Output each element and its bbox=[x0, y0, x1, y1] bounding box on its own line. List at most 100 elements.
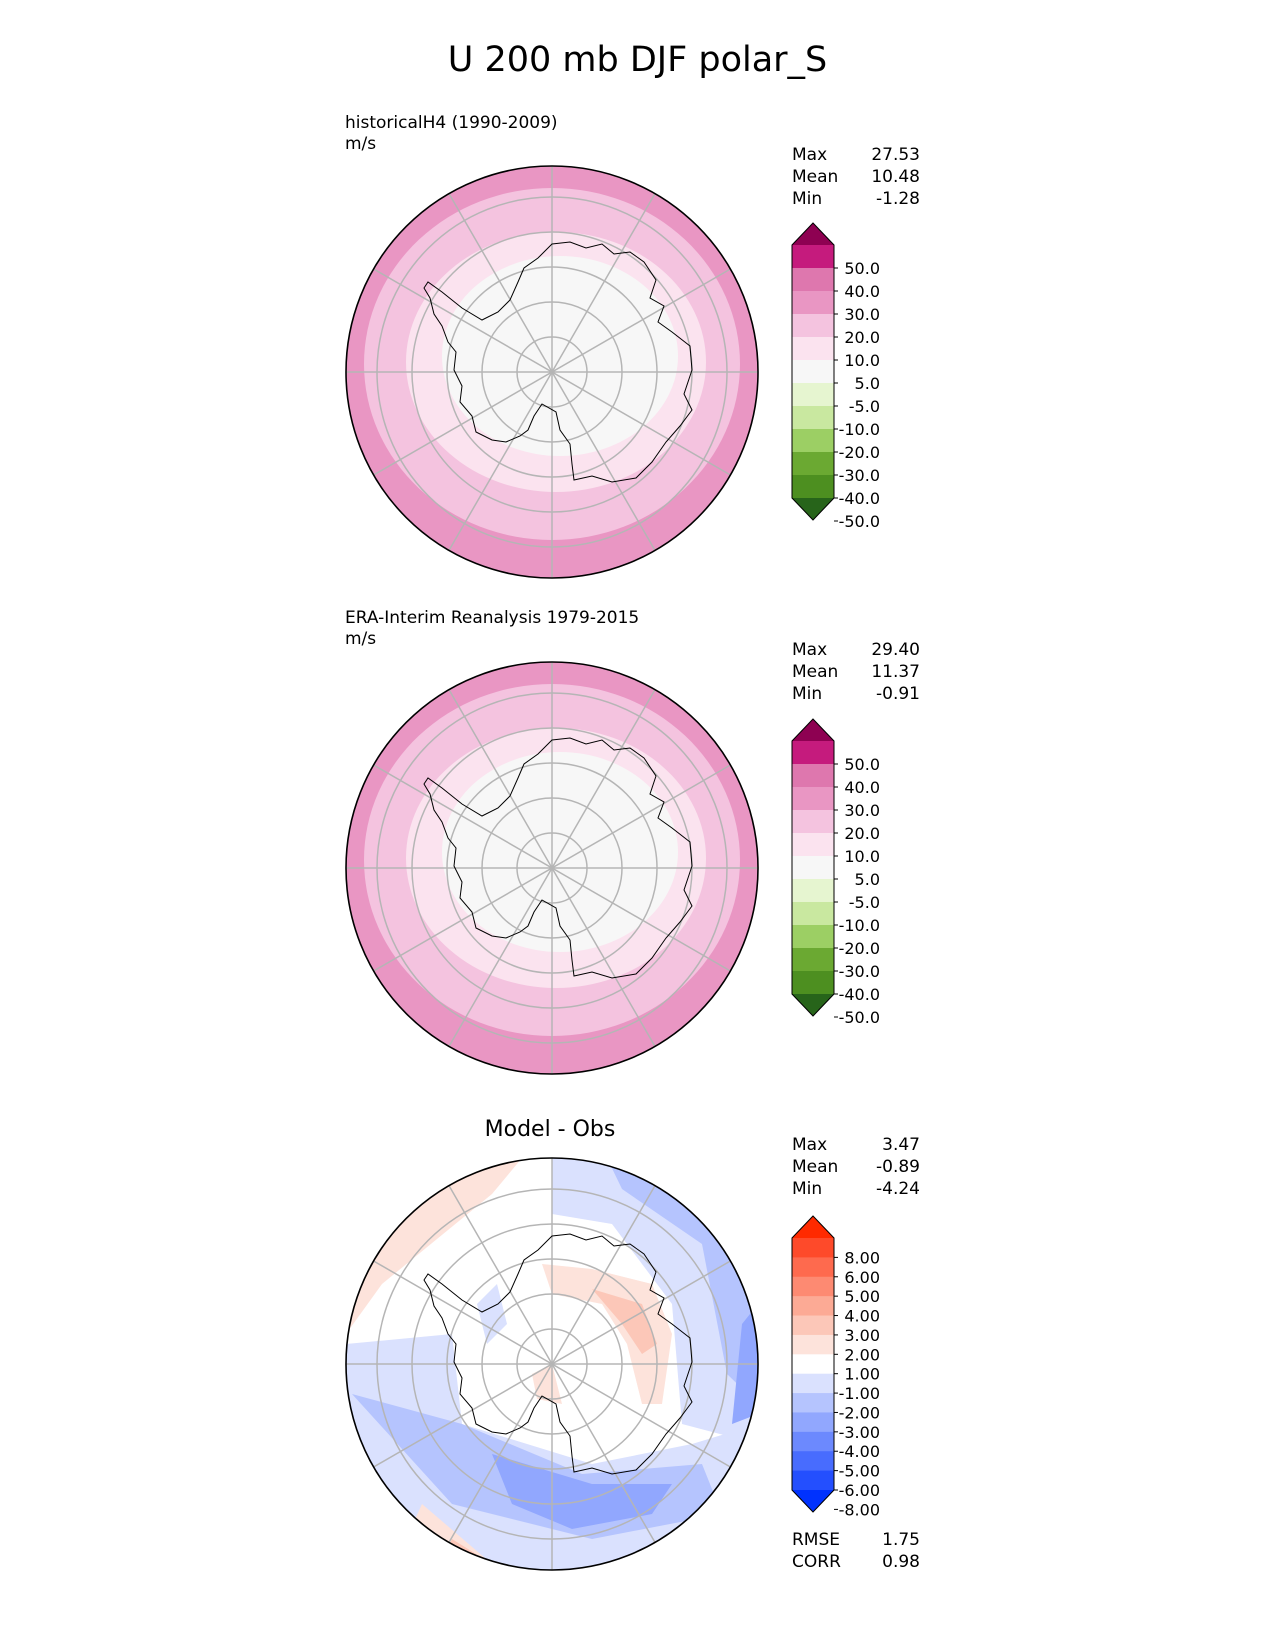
colorbar-bin bbox=[792, 1431, 834, 1452]
stat-name: Mean bbox=[792, 662, 839, 682]
colorbar-tick-label: 40.0 bbox=[844, 778, 880, 797]
colorbar-extend-max bbox=[792, 719, 834, 741]
colorbar-tick-label: -50.0 bbox=[839, 512, 880, 531]
stat-name: Mean bbox=[792, 167, 839, 187]
colorbar-tick-label: -6.00 bbox=[839, 1481, 880, 1500]
panel1-units-label: m/s bbox=[345, 134, 377, 154]
panel3-metrics: RMSE 1.75 CORR 0.98 bbox=[792, 1529, 920, 1573]
stat-name: Min bbox=[792, 684, 823, 704]
colorbar-bin bbox=[792, 1334, 834, 1355]
colorbar-bin bbox=[792, 764, 834, 788]
colorbar-tick-label: 5.0 bbox=[855, 374, 880, 393]
colorbar-tick-label: 1.00 bbox=[844, 1365, 880, 1384]
colorbar-bin bbox=[792, 1354, 834, 1375]
colorbar-tick-label: 2.00 bbox=[844, 1345, 880, 1364]
colorbar-bin bbox=[792, 810, 834, 834]
main-title: U 200 mb DJF polar_S bbox=[447, 40, 828, 80]
stat-value: -0.89 bbox=[876, 1157, 920, 1177]
colorbar-tick-label: 30.0 bbox=[844, 801, 880, 820]
colorbar-tick-label: -2.00 bbox=[839, 1403, 880, 1422]
polar-map-2 bbox=[345, 1157, 759, 1571]
colorbar-bin bbox=[792, 268, 834, 292]
colorbar-bin bbox=[792, 1393, 834, 1413]
colorbar-tick-label: 5.00 bbox=[844, 1287, 880, 1306]
colorbar-bin bbox=[792, 1296, 834, 1317]
stat-name: Max bbox=[792, 1135, 828, 1155]
colorbar-tick-label: 5.0 bbox=[855, 870, 880, 889]
colorbar-bin bbox=[792, 314, 834, 338]
colorbar-bin bbox=[792, 429, 834, 453]
colorbar-tick-label: 4.00 bbox=[844, 1307, 880, 1326]
colorbar-tick-label: -8.00 bbox=[839, 1500, 880, 1519]
colorbar-bin bbox=[792, 1470, 834, 1491]
colorbar-bin bbox=[792, 1257, 834, 1278]
colorbar-bin bbox=[792, 833, 834, 857]
colorbar-tick-label: 50.0 bbox=[844, 755, 880, 774]
coastline bbox=[423, 1233, 693, 1475]
stat-value: 27.53 bbox=[871, 145, 920, 165]
map-border bbox=[345, 661, 759, 1075]
colorbar-bin bbox=[792, 360, 834, 384]
difference-title: Model - Obs bbox=[484, 1117, 616, 1142]
positive-region bbox=[532, 1364, 562, 1404]
metric-row: RMSE 1.75 bbox=[792, 1529, 920, 1551]
zone-core bbox=[442, 256, 678, 456]
panel3-stats: Max 3.47 Mean -0.89 Min -4.24 bbox=[792, 1134, 920, 1200]
map-border bbox=[345, 165, 759, 579]
colorbar-tick-label: -5.00 bbox=[839, 1462, 880, 1481]
metric-value: 1.75 bbox=[882, 1530, 920, 1550]
colorbar-extend-max bbox=[792, 1216, 834, 1238]
panel1-stats: Max 27.53 Mean 10.48 Min -1.28 bbox=[792, 144, 920, 210]
colorbar-tick-label: -1.00 bbox=[839, 1384, 880, 1403]
colorbar-tick-label: -30.0 bbox=[839, 962, 880, 981]
stat-row: Max 27.53 bbox=[792, 144, 920, 166]
stat-value: 10.48 bbox=[871, 167, 920, 187]
colorbar-bin bbox=[792, 948, 834, 972]
panel2-stats: Max 29.40 Mean 11.37 Min -0.91 bbox=[792, 639, 920, 705]
colorbar-tick-label: -5.0 bbox=[849, 397, 880, 416]
colorbar-tick-label: 8.00 bbox=[844, 1248, 880, 1267]
colorbar-bin bbox=[792, 245, 834, 269]
colorbar-bin bbox=[792, 1276, 834, 1297]
map-border bbox=[345, 1157, 759, 1571]
colorbar-bin bbox=[792, 741, 834, 765]
polar-map-1 bbox=[345, 661, 759, 1075]
stat-name: Mean bbox=[792, 1157, 839, 1177]
colorbar-extend-min bbox=[792, 994, 834, 1016]
metric-row: CORR 0.98 bbox=[792, 1551, 920, 1573]
negative-region bbox=[492, 1454, 672, 1529]
positive-region bbox=[542, 1264, 672, 1404]
colorbar-2: 8.006.005.004.003.002.001.00-1.00-2.00-3… bbox=[791, 1215, 880, 1519]
negative-region bbox=[477, 1284, 507, 1344]
colorbar-tick-label: -50.0 bbox=[839, 1008, 880, 1027]
colorbar-bin bbox=[792, 452, 834, 476]
stat-name: Min bbox=[792, 189, 823, 209]
colorbar-tick-label: -10.0 bbox=[839, 916, 880, 935]
colorbar-extend-min bbox=[792, 498, 834, 520]
panel1-dataset-label: historicalH4 (1990-2009) bbox=[345, 113, 558, 133]
colorbar-extend-min bbox=[792, 1490, 834, 1512]
polar-map-0 bbox=[345, 165, 759, 579]
colorbar-bin bbox=[792, 406, 834, 430]
colorbar-tick-label: 20.0 bbox=[844, 328, 880, 347]
coastline bbox=[423, 737, 693, 979]
stat-row: Mean 11.37 bbox=[792, 661, 920, 683]
colorbar-tick-label: 6.00 bbox=[844, 1268, 880, 1287]
colorbar-tick-label: 20.0 bbox=[844, 824, 880, 843]
colorbar-1: 50.0 40.0 30.0 20.0 10.0 5.0 -5.0 -10.0 -20.0 -30… bbox=[791, 718, 880, 1027]
colorbar-bin bbox=[792, 1451, 834, 1472]
stat-name: Max bbox=[792, 640, 828, 660]
colorbar-extend-max bbox=[792, 223, 834, 245]
coastline bbox=[423, 241, 693, 483]
stat-name: Min bbox=[792, 1179, 823, 1199]
zone-core bbox=[442, 752, 678, 952]
colorbar-tick-label: 10.0 bbox=[844, 351, 880, 370]
colorbar-tick-label: -4.00 bbox=[839, 1442, 880, 1461]
colorbar-bin bbox=[792, 971, 834, 995]
colorbar-bin bbox=[792, 475, 834, 499]
colorbar-bin bbox=[792, 879, 834, 903]
panel2-dataset-label: ERA-Interim Reanalysis 1979-2015 bbox=[345, 608, 640, 628]
colorbar-bin bbox=[792, 1412, 834, 1433]
colorbar-tick-label: -40.0 bbox=[839, 985, 880, 1004]
